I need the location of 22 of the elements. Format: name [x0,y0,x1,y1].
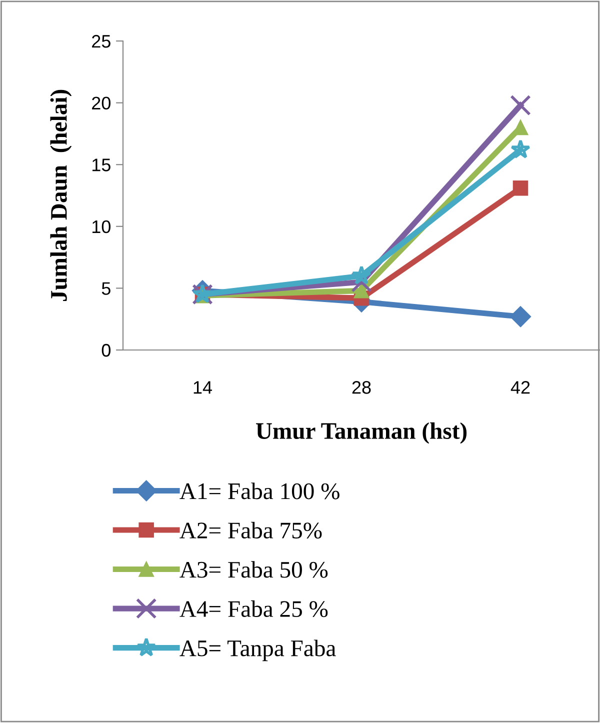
point [510,94,531,116]
x-tick-label: 42 [510,381,530,394]
point [510,306,532,328]
legend-label: A1= Faba 100 % [180,482,340,500]
y-tick-label: 5 [102,282,110,295]
y-tick-label: 20 [92,96,110,110]
point [512,180,528,196]
legend-label: A5= Tanpa Faba [180,640,336,662]
point [352,265,372,285]
x-tick-label: 28 [352,381,371,394]
y-tick-label: 25 [92,34,110,48]
point [354,283,370,298]
y-tick-label: 10 [92,220,110,234]
legend-label: A2= Faba 75% [180,522,322,539]
y-axis-title: Jumlah Daun (helai) [50,90,72,302]
point [510,139,530,158]
legend-label: A4= Faba 25 % [180,600,328,618]
x-tick-label: 14 [194,381,212,394]
legend-label: A3= Faba 50 % [180,561,328,578]
x-axis-title: Umur Tanaman (hst) [256,422,467,444]
y-tick-label: 0 [102,344,110,357]
y-tick-label: 15 [92,158,110,172]
